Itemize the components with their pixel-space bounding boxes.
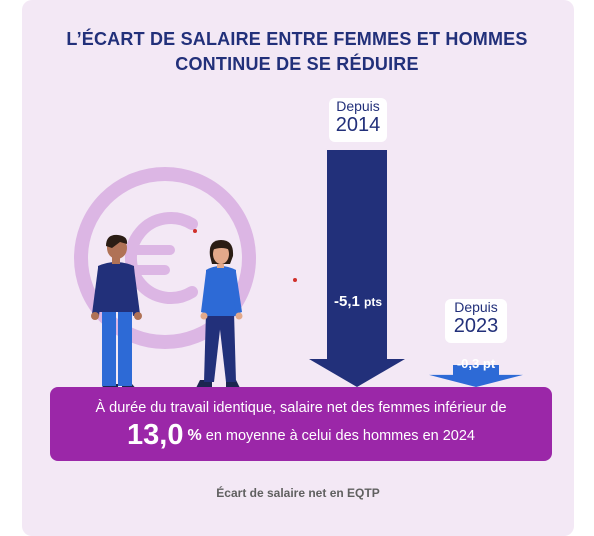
title-line-1: L’ÉCART DE SALAIRE ENTRE FEMMES ET HOMME… — [66, 29, 528, 49]
since-word: Depuis — [336, 98, 380, 114]
label-since-2014: Depuis 2014 — [329, 98, 387, 142]
since-year: 2014 — [335, 114, 381, 136]
since-year: 2023 — [453, 315, 499, 337]
banner-line-2-text: en moyenne à celui des hommes en 2024 — [205, 428, 475, 444]
arrow-bar-2014 — [309, 150, 405, 387]
source-note: Écart de salaire net en EQTP — [216, 486, 380, 500]
arrow-bar-2023 — [429, 365, 523, 387]
data-label-2023: -0,3 pt — [440, 356, 512, 371]
title-line-2: CONTINUE DE SE RÉDUIRE — [175, 54, 419, 74]
summary-banner: À durée du travail identique, salaire ne… — [50, 387, 552, 461]
unit-text: pt — [482, 356, 496, 371]
banner-line-2: 13,0 % en moyenne à celui des hommes en … — [50, 419, 552, 452]
decorative-dot — [193, 229, 197, 233]
since-word: Depuis — [454, 299, 498, 315]
woman-figure-icon — [196, 240, 243, 388]
value-text: -5,1 — [333, 293, 360, 310]
decorative-dot — [293, 278, 297, 282]
data-label-2014: -5,1 pts — [326, 293, 390, 310]
gap-unit: % — [187, 427, 202, 444]
banner-line-1: À durée du travail identique, salaire ne… — [95, 400, 507, 416]
arrow-bars — [309, 150, 523, 387]
gap-value: 13,0 — [127, 419, 184, 451]
value-text: -0,3 — [456, 356, 480, 371]
label-since-2023: Depuis 2023 — [445, 299, 507, 343]
unit-text: pts — [364, 295, 383, 309]
man-figure-icon — [91, 234, 142, 391]
